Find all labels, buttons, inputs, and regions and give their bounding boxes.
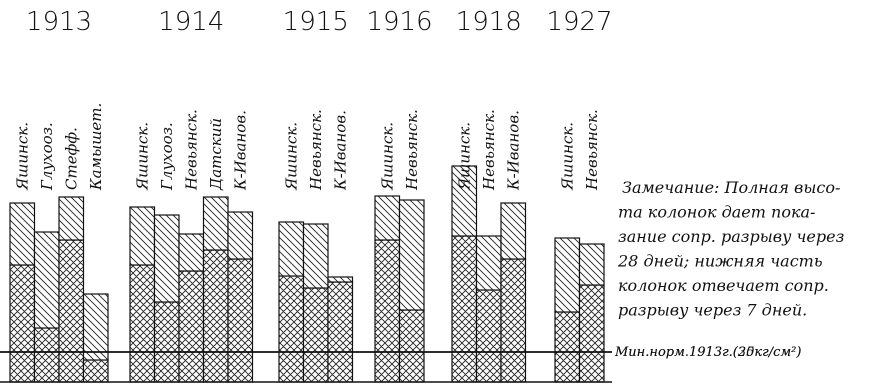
bar-upper	[82, 293, 109, 361]
bar-name: Глухооз.	[158, 122, 176, 191]
bar-lower	[475, 289, 502, 383]
bar-name: Яшинск.	[133, 122, 151, 191]
bar-lower	[554, 311, 581, 383]
bar-lower	[58, 239, 85, 383]
bar-name: Яшинск.	[13, 122, 31, 191]
bar-upper	[302, 223, 329, 289]
bar-lower	[9, 264, 36, 383]
bar-name: Глухооз.	[38, 122, 56, 191]
bar-name: Камышет.	[87, 103, 105, 191]
bar-upper	[178, 233, 205, 272]
bar-upper	[578, 243, 605, 286]
bar-lower	[33, 327, 60, 383]
bar-upper	[374, 195, 401, 241]
bar-upper	[202, 196, 229, 251]
bar-name: К-Иванов.	[331, 110, 349, 191]
bar-upper	[153, 214, 180, 303]
bar-name: Стефф.	[62, 127, 80, 190]
note-line: 28 дней; нижняя часть	[617, 252, 823, 271]
bar-upper	[129, 206, 156, 266]
bar-lower	[82, 359, 109, 383]
bar-lower	[374, 239, 401, 383]
bar-name: Яшинск.	[282, 122, 300, 191]
bar-upper	[475, 235, 502, 291]
year-label: 1913	[26, 7, 92, 37]
bar-upper	[451, 165, 478, 237]
bar-name: К-Иванов.	[504, 110, 522, 191]
bar-lower	[500, 258, 527, 383]
bar-lower	[398, 309, 425, 383]
bar-name: Яшинск.	[455, 122, 473, 191]
year-label: 1918	[456, 7, 522, 37]
note-line: колонок отвечает сопр.	[618, 276, 829, 295]
year-label: 1927	[546, 7, 612, 37]
bar-lower	[227, 258, 254, 383]
bar-upper	[9, 202, 36, 266]
bar-upper	[327, 276, 354, 283]
bar-name: Невьянск.	[307, 109, 325, 191]
reference-label: Мин.норм 1913г.(25кг/см²)	[614, 345, 801, 360]
bar-lower	[302, 287, 329, 383]
bar-name: Датский	[207, 118, 225, 191]
year-label: 1914	[158, 7, 224, 37]
bar-lower	[178, 270, 205, 383]
bar-lower	[327, 281, 354, 383]
bar-name: К-Иванов.	[231, 110, 249, 191]
bar-lower	[129, 264, 156, 383]
year-label: 1916	[366, 7, 432, 37]
bar-name: Яшинск.	[378, 122, 396, 191]
bar-name: Яшинск.	[558, 122, 576, 191]
bar-name: Невьянск.	[480, 109, 498, 191]
bar-lower	[451, 235, 478, 383]
note-line: Замечание: Полная высо-	[622, 178, 840, 197]
bar-upper	[554, 237, 581, 313]
note-line: разрыву через 7 дней.	[618, 301, 807, 320]
bar-upper	[33, 231, 60, 329]
bar-lower	[578, 284, 605, 383]
bar-lower	[153, 301, 180, 383]
year-label: 1915	[283, 7, 349, 37]
bar-name: Невьянск.	[182, 109, 200, 191]
note-line: та колонок дает пока-	[618, 203, 815, 222]
bar-name: Невьянск.	[583, 109, 601, 191]
note-line: зание сопр. разрыву через	[618, 227, 844, 246]
bar-upper	[227, 211, 254, 260]
bar-upper	[58, 196, 85, 241]
bar-name: Невьянск.	[403, 109, 421, 191]
bar-upper	[500, 202, 527, 260]
bar-lower	[202, 249, 229, 383]
bar-upper	[398, 199, 425, 311]
bar-lower	[278, 275, 305, 383]
reference-label: Мин.норм.1913г.(30кг/см²)	[614, 345, 801, 360]
bar-upper	[278, 221, 305, 277]
